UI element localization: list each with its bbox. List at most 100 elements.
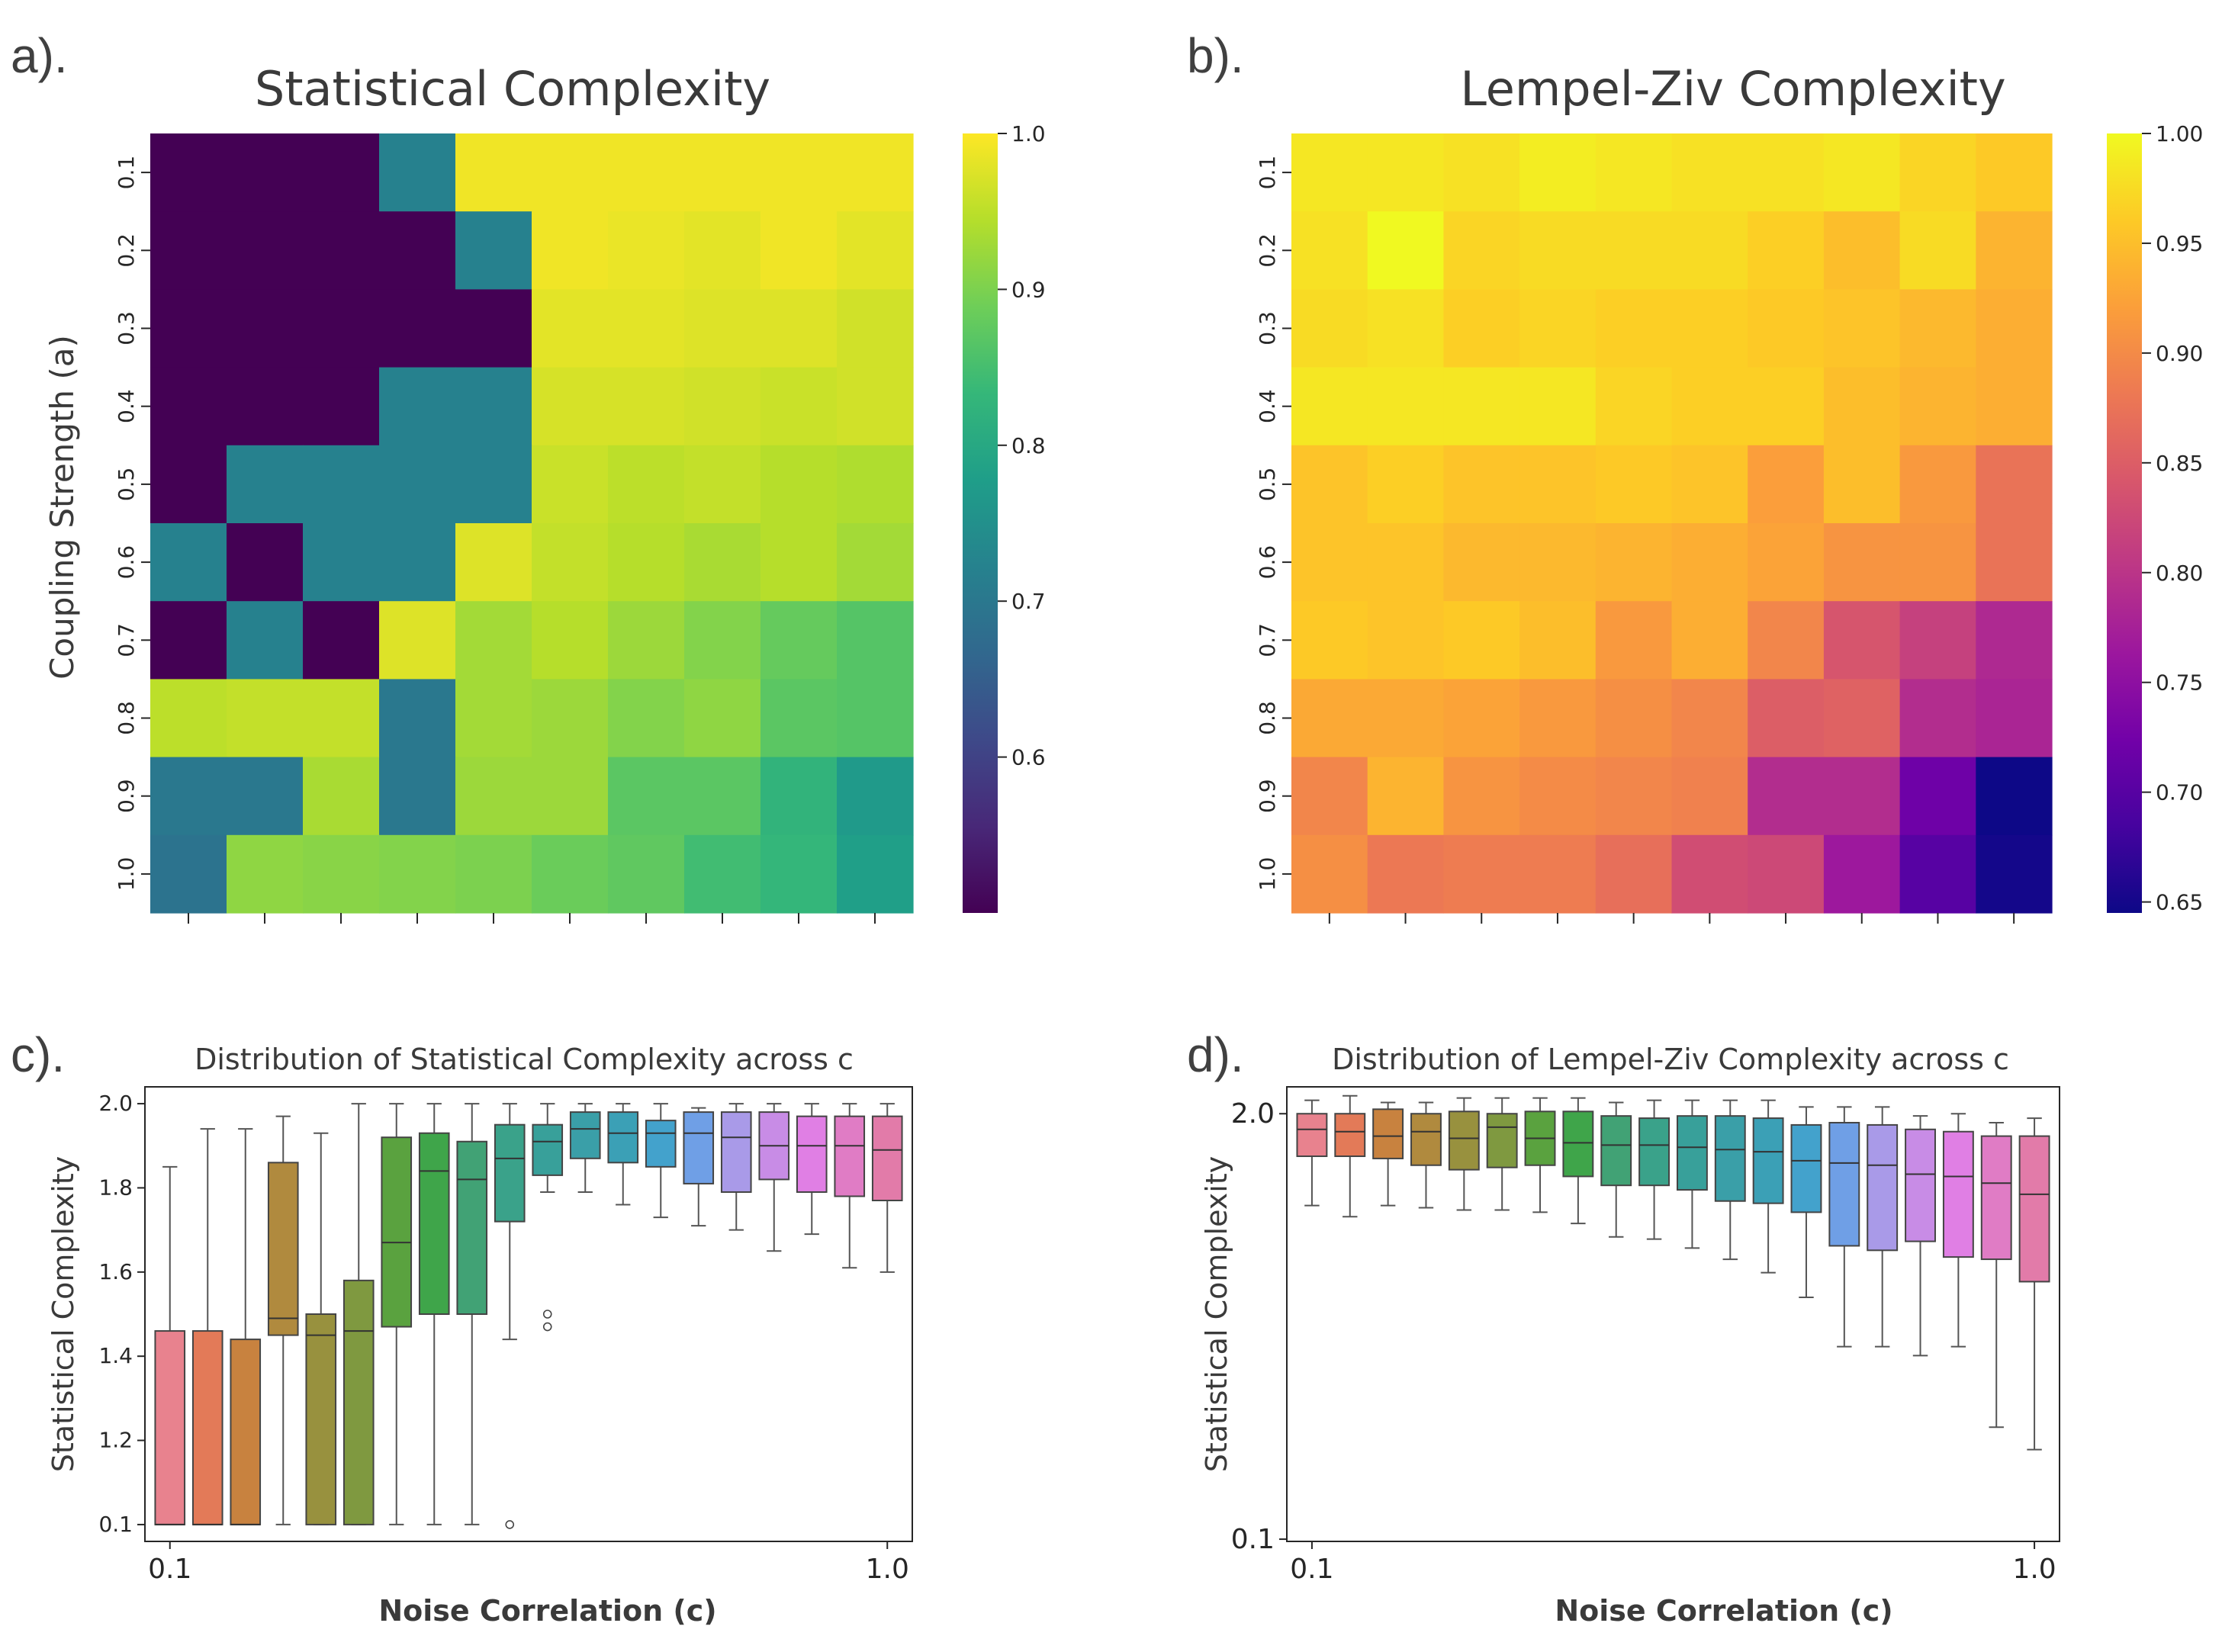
heatmap-cell — [303, 445, 380, 524]
heatmap-cell — [1443, 211, 1520, 290]
heatmap-cell — [1519, 757, 1597, 836]
box-body — [569, 1111, 601, 1159]
box-body — [1410, 1113, 1442, 1166]
heatmap-cell — [760, 679, 838, 758]
box-body — [342, 1279, 375, 1525]
heatmap-cell — [1595, 445, 1673, 524]
colorbar-tick-label: 0.6 — [1011, 745, 1046, 770]
box — [683, 1107, 715, 1227]
box-body — [456, 1140, 488, 1315]
heatmap-cell — [608, 367, 685, 446]
heatmap-cell — [1367, 523, 1444, 602]
heatmap-cell — [1823, 445, 1901, 524]
box — [532, 1103, 564, 1332]
box — [154, 1165, 186, 1525]
heatmap-cell — [1595, 679, 1673, 758]
heatmap-cell — [379, 601, 456, 680]
box-outlier — [542, 1310, 552, 1319]
y-tick-label: 0.4 — [114, 389, 139, 423]
heatmap-cell — [1823, 834, 1901, 914]
heatmap-cell — [1748, 523, 1825, 602]
y-tick-label: 1.4 — [98, 1343, 133, 1368]
heatmap-cell — [608, 601, 685, 680]
heatmap-cell — [1595, 834, 1673, 914]
box — [1638, 1099, 1671, 1240]
heatmap-cell — [1823, 757, 1901, 836]
heatmap-cell — [227, 133, 304, 212]
heatmap-cell — [1671, 211, 1748, 290]
colorbar-a: 0.6 0.7 0.8 0.9 1.0 — [963, 121, 1046, 913]
heatmap-cell — [1671, 367, 1748, 446]
y-tick-label: 1.0 — [114, 857, 139, 892]
colorbar-tick-label: 0.75 — [2156, 670, 2203, 696]
colorbar-tick-label: 0.65 — [2156, 890, 2203, 915]
box — [381, 1103, 413, 1525]
y-tick-label: 2.0 — [1231, 1098, 1275, 1130]
heatmap-cell — [837, 523, 914, 602]
heatmap-cell — [150, 679, 227, 758]
heatmap-cell — [227, 834, 304, 914]
heatmap-cell — [1748, 211, 1825, 290]
box — [871, 1103, 903, 1273]
box-body — [381, 1136, 413, 1328]
heatmap-cell — [150, 289, 227, 368]
box — [1296, 1099, 1328, 1207]
box-body — [2018, 1135, 2050, 1283]
heatmap-cell — [1519, 679, 1597, 758]
heatmap-cell — [760, 757, 838, 836]
boxplot-d-x-ticks: 0.1 1.0 — [1290, 1541, 2056, 1585]
heatmap-cell — [684, 523, 761, 602]
box — [1942, 1113, 1974, 1348]
heatmap-cell — [684, 445, 761, 524]
y-tick-label: 1.2 — [98, 1428, 133, 1453]
heatmap-cell — [1595, 757, 1673, 836]
box — [418, 1103, 450, 1525]
box-body — [720, 1111, 752, 1193]
box-body — [1562, 1110, 1594, 1178]
x-tick-label: 0.1 — [148, 1554, 191, 1585]
heatmap-cell — [1291, 211, 1368, 290]
heatmap-cell — [684, 211, 761, 290]
heatmap-cell — [760, 211, 838, 290]
heatmap-cell — [1823, 211, 1901, 290]
heatmap-cell — [303, 133, 380, 212]
heatmap-cell — [1519, 367, 1597, 446]
box — [1524, 1097, 1556, 1213]
heatmap-cell — [1291, 133, 1368, 212]
heatmap-cell — [379, 289, 456, 368]
heatmap-cell — [227, 757, 304, 836]
heatmap-cell — [837, 679, 914, 758]
box — [1980, 1121, 2012, 1429]
box-body — [607, 1111, 639, 1164]
box-body — [1372, 1108, 1404, 1159]
heatmap-cell — [1595, 133, 1673, 212]
heatmap-cell — [532, 445, 609, 524]
heatmap-cell — [1367, 757, 1444, 836]
heatmap-cell — [1899, 834, 1976, 914]
heatmap-cell — [455, 601, 532, 680]
heatmap-cell — [532, 523, 609, 602]
box-body — [1790, 1123, 1822, 1213]
box — [267, 1115, 299, 1525]
heatmap-cell — [1367, 367, 1444, 446]
box-body — [834, 1115, 866, 1197]
heatmap-cell — [1671, 289, 1748, 368]
box — [720, 1103, 752, 1231]
box-body — [1942, 1130, 1974, 1258]
heatmap-cell — [1748, 133, 1825, 212]
heatmap-cell — [303, 601, 380, 680]
heatmap-cell — [837, 757, 914, 836]
box — [1410, 1101, 1442, 1209]
heatmap-cell — [760, 445, 838, 524]
heatmap-cell — [1519, 445, 1597, 524]
heatmap-cell — [150, 757, 227, 836]
heatmap-cell — [1748, 289, 1825, 368]
box-body — [494, 1123, 526, 1223]
heatmap-cell — [1291, 445, 1368, 524]
heatmap-cell — [1595, 523, 1673, 602]
heatmap-cell — [684, 133, 761, 212]
heatmap-cell — [227, 679, 304, 758]
y-tick-label: 0.8 — [114, 701, 139, 735]
box-body — [1905, 1128, 1936, 1242]
heatmap-statistical-complexity: Statistical Complexity 0.10.20.30.40.50.… — [43, 61, 1046, 924]
